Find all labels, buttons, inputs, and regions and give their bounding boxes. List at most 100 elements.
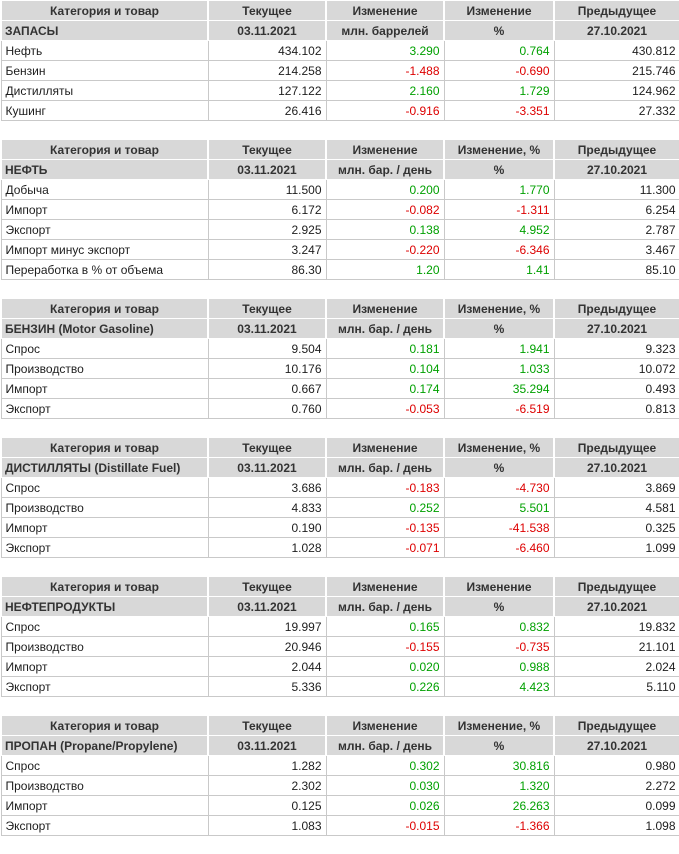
section-header-row: ДИСТИЛЛЯТЫ (Distillate Fuel) 03.11.2021 … bbox=[0, 457, 679, 478]
change-value: -1.488 bbox=[325, 60, 445, 81]
change-pct-value: -4.730 bbox=[443, 477, 555, 498]
current-date: 03.11.2021 bbox=[207, 596, 327, 617]
stocks-table: Категория и товар Текущее Изменение Изме… bbox=[0, 0, 679, 121]
col-header-category: Категория и товар bbox=[0, 139, 209, 160]
row-label: Импорт bbox=[0, 656, 209, 677]
table-row: Производство 20.946 -0.155 -0.735 21.101 bbox=[0, 636, 679, 657]
current-value: 5.336 bbox=[207, 676, 327, 697]
row-label: Бензин bbox=[0, 60, 209, 81]
current-value: 0.760 bbox=[207, 398, 327, 419]
previous-value: 430.812 bbox=[553, 40, 679, 61]
row-label: Кушинг bbox=[0, 100, 209, 121]
table-row: Дистилляты 127.122 2.160 1.729 124.962 bbox=[0, 80, 679, 101]
change-value: -0.220 bbox=[325, 239, 445, 260]
col-header-category: Категория и товар bbox=[0, 576, 209, 597]
table-row: Нефть 434.102 3.290 0.764 430.812 bbox=[0, 40, 679, 61]
current-value: 10.176 bbox=[207, 358, 327, 379]
previous-value: 0.099 bbox=[553, 795, 679, 816]
change-pct-value: -6.460 bbox=[443, 537, 555, 558]
change-value: -0.135 bbox=[325, 517, 445, 538]
change-pct-value: -3.351 bbox=[443, 100, 555, 121]
change-pct-units: % bbox=[443, 20, 555, 41]
previous-value: 1.099 bbox=[553, 537, 679, 558]
row-label: Спрос bbox=[0, 477, 209, 498]
table-row: Бензин 214.258 -1.488 -0.690 215.746 bbox=[0, 60, 679, 81]
table-row: Импорт 0.125 0.026 26.263 0.099 bbox=[0, 795, 679, 816]
table-row: Экспорт 5.336 0.226 4.423 5.110 bbox=[0, 676, 679, 697]
column-header-row: Категория и товар Текущее Изменение Изме… bbox=[0, 576, 679, 597]
current-value: 6.172 bbox=[207, 199, 327, 220]
section-header-row: БЕНЗИН (Motor Gasoline) 03.11.2021 млн. … bbox=[0, 318, 679, 339]
row-label: Импорт bbox=[0, 795, 209, 816]
table-row: Производство 10.176 0.104 1.033 10.072 bbox=[0, 358, 679, 379]
current-value: 1.028 bbox=[207, 537, 327, 558]
current-value: 9.504 bbox=[207, 338, 327, 359]
table-row: Спрос 1.282 0.302 30.816 0.980 bbox=[0, 755, 679, 776]
col-header-change: Изменение bbox=[325, 298, 445, 319]
current-value: 19.997 bbox=[207, 616, 327, 637]
change-pct-value: -1.311 bbox=[443, 199, 555, 220]
row-label: Спрос bbox=[0, 616, 209, 637]
previous-value: 0.325 bbox=[553, 517, 679, 538]
section-title: БЕНЗИН (Motor Gasoline) bbox=[0, 318, 209, 339]
previous-value: 9.323 bbox=[553, 338, 679, 359]
change-units: млн. баррелей bbox=[325, 20, 445, 41]
col-header-change-pct: Изменение bbox=[443, 576, 555, 597]
row-label: Производство bbox=[0, 636, 209, 657]
previous-value: 124.962 bbox=[553, 80, 679, 101]
section-title: НЕФТЬ bbox=[0, 159, 209, 180]
row-label: Экспорт bbox=[0, 219, 209, 240]
table-row: Кушинг 26.416 -0.916 -3.351 27.332 bbox=[0, 100, 679, 121]
change-pct-value: 4.423 bbox=[443, 676, 555, 697]
table-row: Экспорт 2.925 0.138 4.952 2.787 bbox=[0, 219, 679, 240]
current-value: 3.247 bbox=[207, 239, 327, 260]
table-row: Производство 4.833 0.252 5.501 4.581 bbox=[0, 497, 679, 518]
row-label: Экспорт bbox=[0, 815, 209, 836]
previous-value: 3.869 bbox=[553, 477, 679, 498]
change-value: 0.226 bbox=[325, 676, 445, 697]
previous-value: 4.581 bbox=[553, 497, 679, 518]
change-value: 0.302 bbox=[325, 755, 445, 776]
change-value: -0.053 bbox=[325, 398, 445, 419]
current-value: 11.500 bbox=[207, 179, 327, 200]
change-pct-value: 35.294 bbox=[443, 378, 555, 399]
table-row: Экспорт 1.083 -0.015 -1.366 1.098 bbox=[0, 815, 679, 836]
table-row: Импорт 0.190 -0.135 -41.538 0.325 bbox=[0, 517, 679, 538]
change-pct-value: -1.366 bbox=[443, 815, 555, 836]
previous-value: 3.467 bbox=[553, 239, 679, 260]
change-pct-value: 0.764 bbox=[443, 40, 555, 61]
oil-table: Категория и товар Текущее Изменение Изме… bbox=[0, 139, 679, 280]
row-label: Импорт минус экспорт bbox=[0, 239, 209, 260]
previous-date: 27.10.2021 bbox=[553, 735, 679, 756]
current-value: 4.833 bbox=[207, 497, 327, 518]
change-pct-units: % bbox=[443, 318, 555, 339]
change-value: 0.174 bbox=[325, 378, 445, 399]
col-header-current: Текущее bbox=[207, 437, 327, 458]
col-header-previous: Предыдущее bbox=[553, 0, 679, 21]
current-value: 26.416 bbox=[207, 100, 327, 121]
previous-value: 5.110 bbox=[553, 676, 679, 697]
previous-value: 19.832 bbox=[553, 616, 679, 637]
change-value: -0.183 bbox=[325, 477, 445, 498]
current-value: 2.044 bbox=[207, 656, 327, 677]
col-header-current: Текущее bbox=[207, 139, 327, 160]
change-value: 0.026 bbox=[325, 795, 445, 816]
change-value: -0.155 bbox=[325, 636, 445, 657]
current-date: 03.11.2021 bbox=[207, 20, 327, 41]
column-header-row: Категория и товар Текущее Изменение Изме… bbox=[0, 0, 679, 21]
change-value: 0.200 bbox=[325, 179, 445, 200]
change-value: 3.290 bbox=[325, 40, 445, 61]
previous-value: 10.072 bbox=[553, 358, 679, 379]
change-units: млн. бар. / день bbox=[325, 457, 445, 478]
section-title: НЕФТЕПРОДУКТЫ bbox=[0, 596, 209, 617]
row-label: Производство bbox=[0, 497, 209, 518]
propane-table: Категория и товар Текущее Изменение Изме… bbox=[0, 715, 679, 836]
change-pct-value: 1.41 bbox=[443, 259, 555, 280]
row-label: Производство bbox=[0, 775, 209, 796]
change-pct-value: 26.263 bbox=[443, 795, 555, 816]
previous-value: 215.746 bbox=[553, 60, 679, 81]
previous-value: 21.101 bbox=[553, 636, 679, 657]
col-header-previous: Предыдущее bbox=[553, 139, 679, 160]
row-label: Импорт bbox=[0, 378, 209, 399]
change-pct-value: 0.988 bbox=[443, 656, 555, 677]
